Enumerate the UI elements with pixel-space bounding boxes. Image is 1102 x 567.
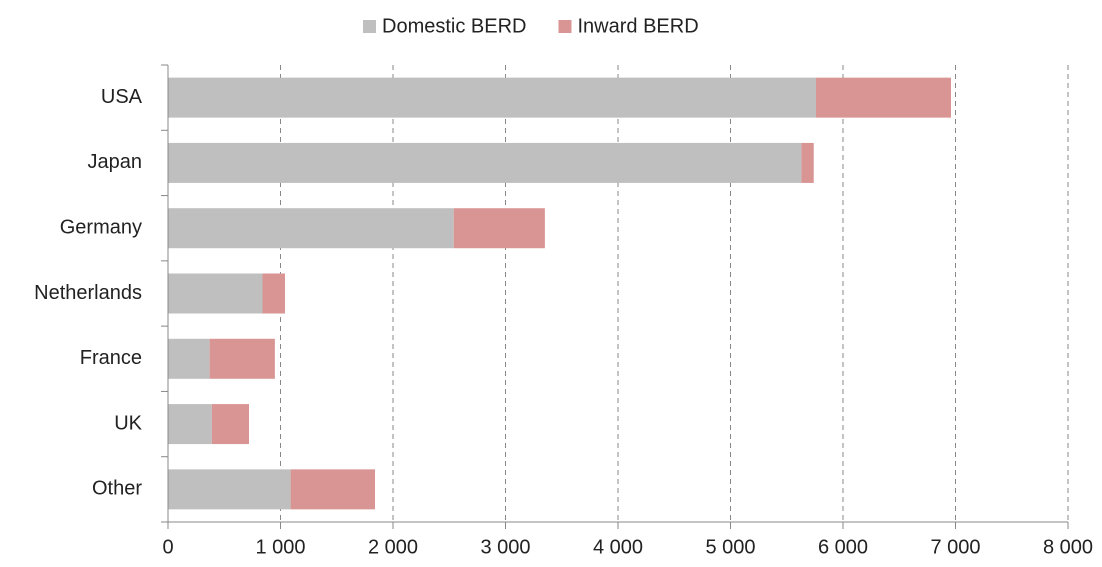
bar xyxy=(801,142,814,183)
x-tick-label: 2 000 xyxy=(368,536,418,558)
bar xyxy=(168,142,802,183)
x-tick-label: 7 000 xyxy=(930,536,980,558)
y-tick-label: France xyxy=(80,347,142,369)
bar xyxy=(168,77,816,118)
y-tick-label: USA xyxy=(101,86,143,108)
y-tick-label: Netherlands xyxy=(34,282,142,304)
bar xyxy=(168,404,212,445)
bar xyxy=(290,469,375,510)
y-tick-label: Germany xyxy=(60,216,142,238)
bar xyxy=(262,273,285,314)
bar xyxy=(168,469,291,510)
x-tick-label: 1 000 xyxy=(255,536,305,558)
y-tick-label: Other xyxy=(92,478,142,500)
bar xyxy=(168,338,210,379)
bar xyxy=(168,273,263,314)
y-tick-label: Japan xyxy=(88,151,143,173)
bar xyxy=(453,208,545,249)
bar xyxy=(168,208,454,249)
legend-label: Inward BERD xyxy=(577,15,698,37)
x-tick-label: 4 000 xyxy=(593,536,643,558)
bar xyxy=(211,404,249,445)
x-tick-label: 5 000 xyxy=(705,536,755,558)
bar xyxy=(209,338,275,379)
y-tick-label: UK xyxy=(114,412,142,434)
legend-swatch xyxy=(363,20,376,33)
x-tick-label: 0 xyxy=(162,536,173,558)
legend-label: Domestic BERD xyxy=(382,15,526,37)
x-tick-label: 6 000 xyxy=(818,536,868,558)
x-tick-label: 8 000 xyxy=(1043,536,1093,558)
bar xyxy=(816,77,951,118)
x-tick-label: 3 000 xyxy=(480,536,530,558)
legend-swatch xyxy=(558,20,572,33)
